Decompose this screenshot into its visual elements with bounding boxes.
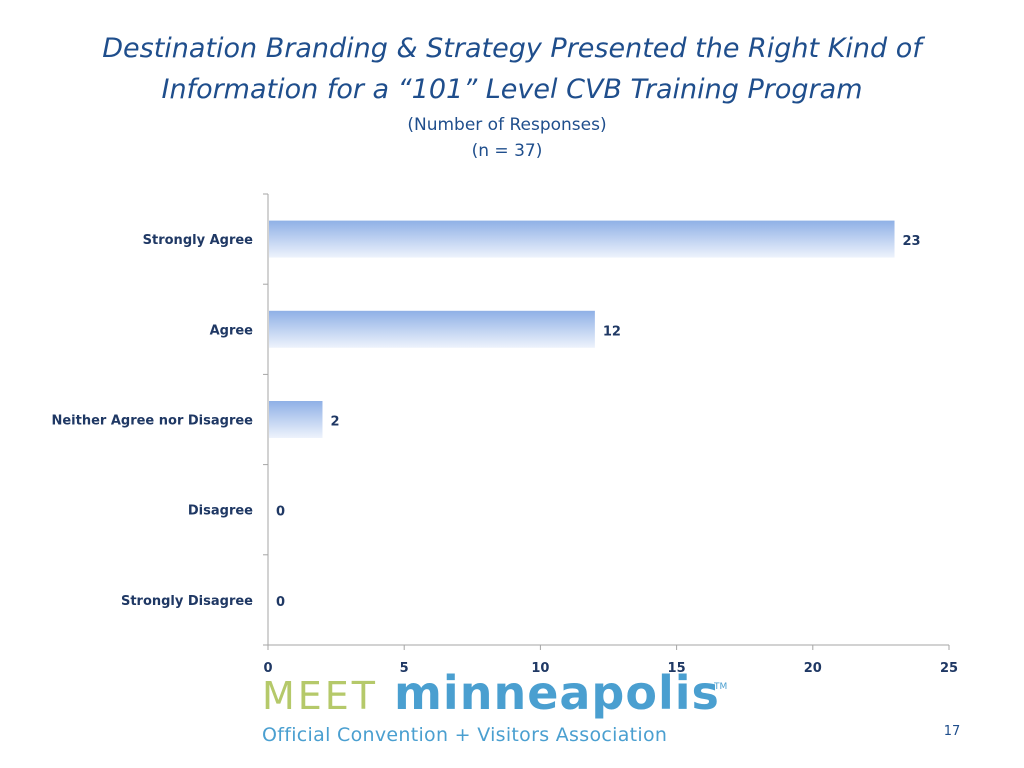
slide-title: Destination Branding & Strategy Presente… bbox=[102, 33, 922, 105]
subtitle-units: (Number of Responses) bbox=[407, 115, 607, 135]
bar bbox=[269, 310, 595, 348]
x-tick-label: 5 bbox=[400, 661, 409, 676]
category-label: Strongly Disagree bbox=[121, 594, 253, 609]
x-tick-label: 25 bbox=[940, 661, 958, 676]
x-tick-label: 20 bbox=[804, 661, 822, 676]
x-tick-label: 10 bbox=[531, 661, 549, 676]
data-label: 23 bbox=[903, 234, 921, 249]
logo-trademark: TM bbox=[714, 682, 728, 692]
bar bbox=[269, 220, 895, 258]
slide-subtitle: (Number of Responses) (n = 37) bbox=[0, 112, 1014, 164]
page-number: 17 bbox=[943, 724, 961, 739]
logo-city-text: minneapolis bbox=[394, 666, 720, 720]
data-label: 2 bbox=[330, 415, 339, 430]
bar bbox=[269, 401, 323, 438]
category-label: Disagree bbox=[188, 504, 253, 519]
data-label: 0 bbox=[276, 505, 285, 520]
subtitle-sample-size: (n = 37) bbox=[471, 141, 543, 161]
category-label: Strongly Agree bbox=[143, 233, 254, 248]
category-label: Neither Agree nor Disagree bbox=[51, 414, 253, 429]
meet-minneapolis-logo: MEET minneapolis TM Official Convention … bbox=[262, 666, 742, 750]
data-label: 0 bbox=[276, 595, 285, 610]
logo-tagline: Official Convention + Visitors Associati… bbox=[262, 724, 668, 746]
category-label: Agree bbox=[210, 323, 254, 338]
logo-meet-text: MEET bbox=[262, 674, 379, 718]
x-tick-label: 0 bbox=[263, 661, 272, 676]
x-tick-label: 15 bbox=[668, 661, 686, 676]
data-label: 12 bbox=[603, 324, 621, 339]
